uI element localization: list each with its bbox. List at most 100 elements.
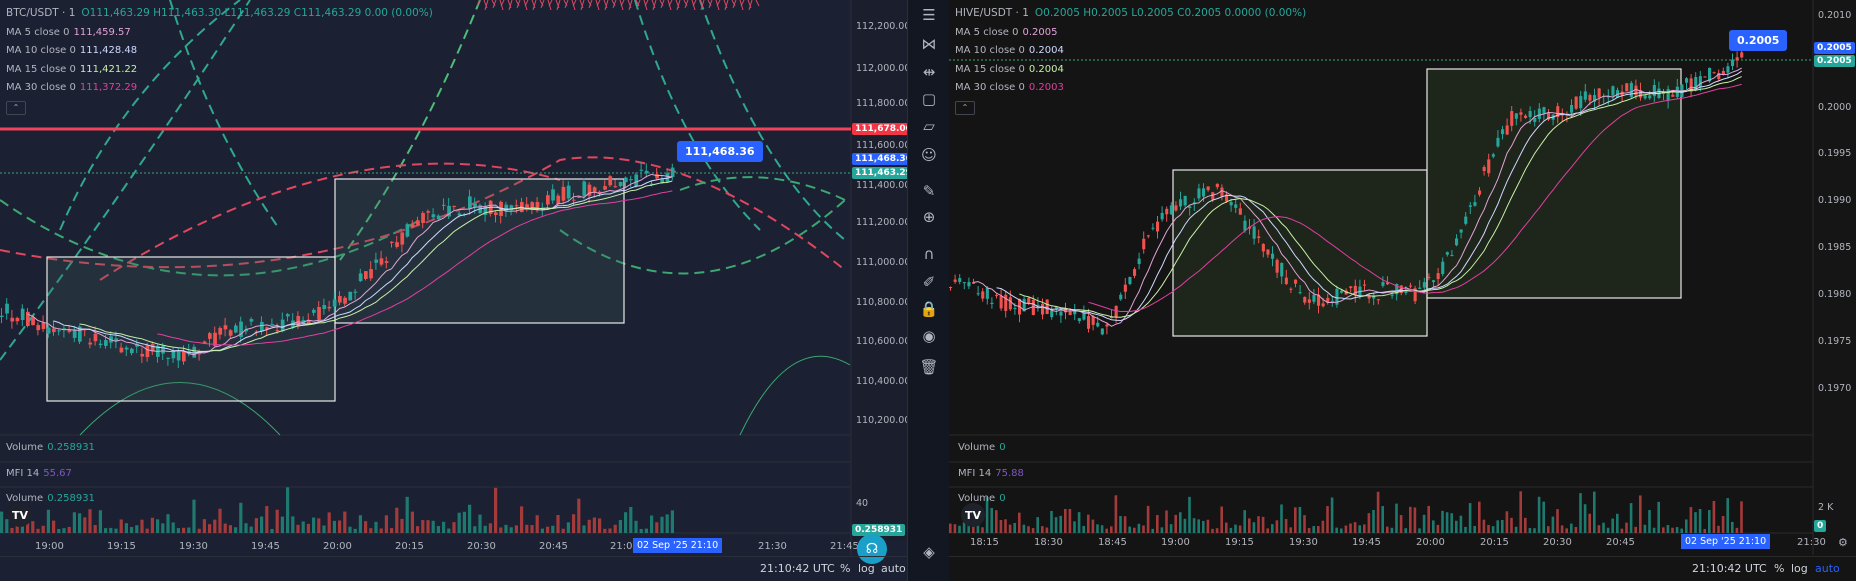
candle-body — [949, 287, 953, 289]
fringe-line — [524, 0, 529, 7]
candle-body — [582, 181, 587, 196]
fringe-line — [676, 0, 681, 11]
candle-body — [1731, 59, 1735, 66]
candle-body — [67, 329, 72, 332]
collapse-legend-button[interactable]: ⌃ — [6, 100, 26, 115]
volume-bar — [535, 515, 539, 533]
candle-body — [670, 167, 675, 177]
utc-clock[interactable]: 21:10:42 UTC — [760, 562, 835, 575]
volume-bar — [1137, 523, 1141, 533]
volume-bar — [1441, 510, 1444, 533]
volume-bar — [145, 528, 149, 533]
volume-bar — [46, 509, 50, 533]
volume-bar — [962, 522, 966, 533]
volume-bar — [1721, 515, 1725, 533]
price-callout[interactable]: 111,468.36 — [677, 141, 763, 162]
trash-icon[interactable]: 🗑 — [919, 358, 939, 376]
volume-bar — [953, 524, 957, 533]
price-callout[interactable]: 0.2005 — [1729, 30, 1788, 51]
candle-body — [1583, 91, 1587, 100]
candle-body — [1133, 269, 1137, 276]
ruler-icon[interactable]: ✎ — [922, 182, 936, 200]
volume-bar — [197, 528, 201, 533]
candle-body — [618, 181, 623, 187]
percent-toggle[interactable]: % — [1774, 562, 1785, 575]
price-tick: 111,200.00 — [856, 217, 907, 228]
volume-bar — [1280, 504, 1283, 533]
candle-body — [1501, 129, 1505, 135]
candle-body — [1289, 288, 1293, 290]
candle-body — [592, 187, 597, 192]
candle-body — [192, 346, 197, 358]
symbol-label[interactable]: BTC/USDT · 1 — [6, 7, 76, 19]
log-toggle[interactable]: log — [1791, 562, 1808, 575]
magnet-icon[interactable]: ∩ — [923, 245, 935, 263]
auto-toggle[interactable]: auto — [881, 562, 906, 575]
pattern-icon[interactable]: ⋈ — [921, 35, 937, 53]
volume-bar — [322, 525, 326, 533]
volume-bar — [1496, 520, 1499, 533]
settings-gear-icon[interactable]: ⚙ — [1838, 536, 1848, 549]
volume-bar — [488, 523, 492, 533]
candle-body — [5, 303, 9, 314]
candle-body — [1537, 108, 1541, 119]
candle-body — [1215, 183, 1219, 188]
candle-body — [457, 213, 462, 216]
symbol-label[interactable]: HIVE/USDT · 1 — [955, 7, 1029, 19]
volume-bar — [1303, 515, 1306, 533]
ma-row: MA 5 close 0 0.2005 — [955, 24, 1306, 43]
collapse-legend-button[interactable]: ⌃ — [955, 100, 975, 115]
fan-arc — [699, 0, 846, 241]
price-tick: 0.1975 — [1818, 336, 1852, 347]
layers-icon[interactable]: ◈ — [923, 543, 935, 561]
fringe-line — [564, 0, 569, 9]
volume-bar — [150, 517, 154, 533]
left-chart-canvas[interactable] — [0, 0, 907, 581]
utc-clock[interactable]: 21:10:42 UTC — [1692, 562, 1767, 575]
shapes-icon[interactable]: ▢ — [921, 90, 937, 108]
volume-bar — [57, 528, 61, 533]
volume-bar — [1018, 512, 1021, 533]
right-chart-canvas[interactable] — [949, 0, 1856, 581]
tradingview-logo[interactable]: TV — [961, 503, 985, 527]
candle-body — [1220, 187, 1224, 197]
lock-icon[interactable]: 🔒 — [919, 300, 939, 318]
log-toggle[interactable]: log — [858, 562, 875, 575]
volume-bar — [639, 528, 643, 533]
candle-body — [426, 211, 431, 213]
candle-body — [275, 330, 280, 332]
percent-toggle[interactable]: % — [840, 562, 851, 575]
left-chart-panel[interactable]: BTC/USDT · 1 O111,463.29 H111,463.30 L111… — [0, 0, 907, 581]
candle-body — [78, 326, 82, 342]
volume-bar — [41, 525, 45, 533]
volume-bar — [426, 520, 430, 533]
annotation-icon[interactable]: ▱ — [923, 117, 935, 135]
lines-icon[interactable]: ⇹ — [922, 63, 936, 81]
lock-pencil-icon[interactable]: ✐ — [922, 273, 936, 291]
volume-bar — [1404, 528, 1407, 533]
volume-bar — [1105, 528, 1108, 533]
menu-icon[interactable]: ☰ — [922, 6, 936, 24]
candle-body — [213, 332, 217, 346]
candle-body — [234, 325, 238, 333]
volume-bar — [1735, 527, 1739, 533]
volume-bar — [265, 506, 269, 533]
fan-arcs — [0, 0, 846, 361]
volume-bar — [1022, 524, 1026, 533]
candle-body — [1100, 328, 1104, 335]
fringe-line — [588, 0, 593, 9]
headset-icon[interactable]: ☊ — [857, 534, 887, 564]
fringe-line — [484, 0, 489, 11]
zoom-icon[interactable]: ⊕ — [922, 208, 936, 226]
auto-toggle[interactable]: auto — [1815, 562, 1840, 575]
candle-body — [1634, 85, 1638, 96]
right-chart-panel[interactable]: HIVE/USDT · 1 O0.2005 H0.2005 L0.2005 C0.… — [949, 0, 1856, 581]
candle-body — [166, 357, 171, 359]
tradingview-logo[interactable]: TV — [8, 503, 32, 527]
volume-bar — [1027, 526, 1030, 533]
candle-body — [1574, 96, 1578, 109]
emoji-icon[interactable]: ☺ — [921, 146, 937, 164]
eye-icon[interactable]: ◉ — [922, 327, 936, 345]
volume-bar — [582, 525, 586, 533]
fringe-line — [636, 0, 641, 9]
